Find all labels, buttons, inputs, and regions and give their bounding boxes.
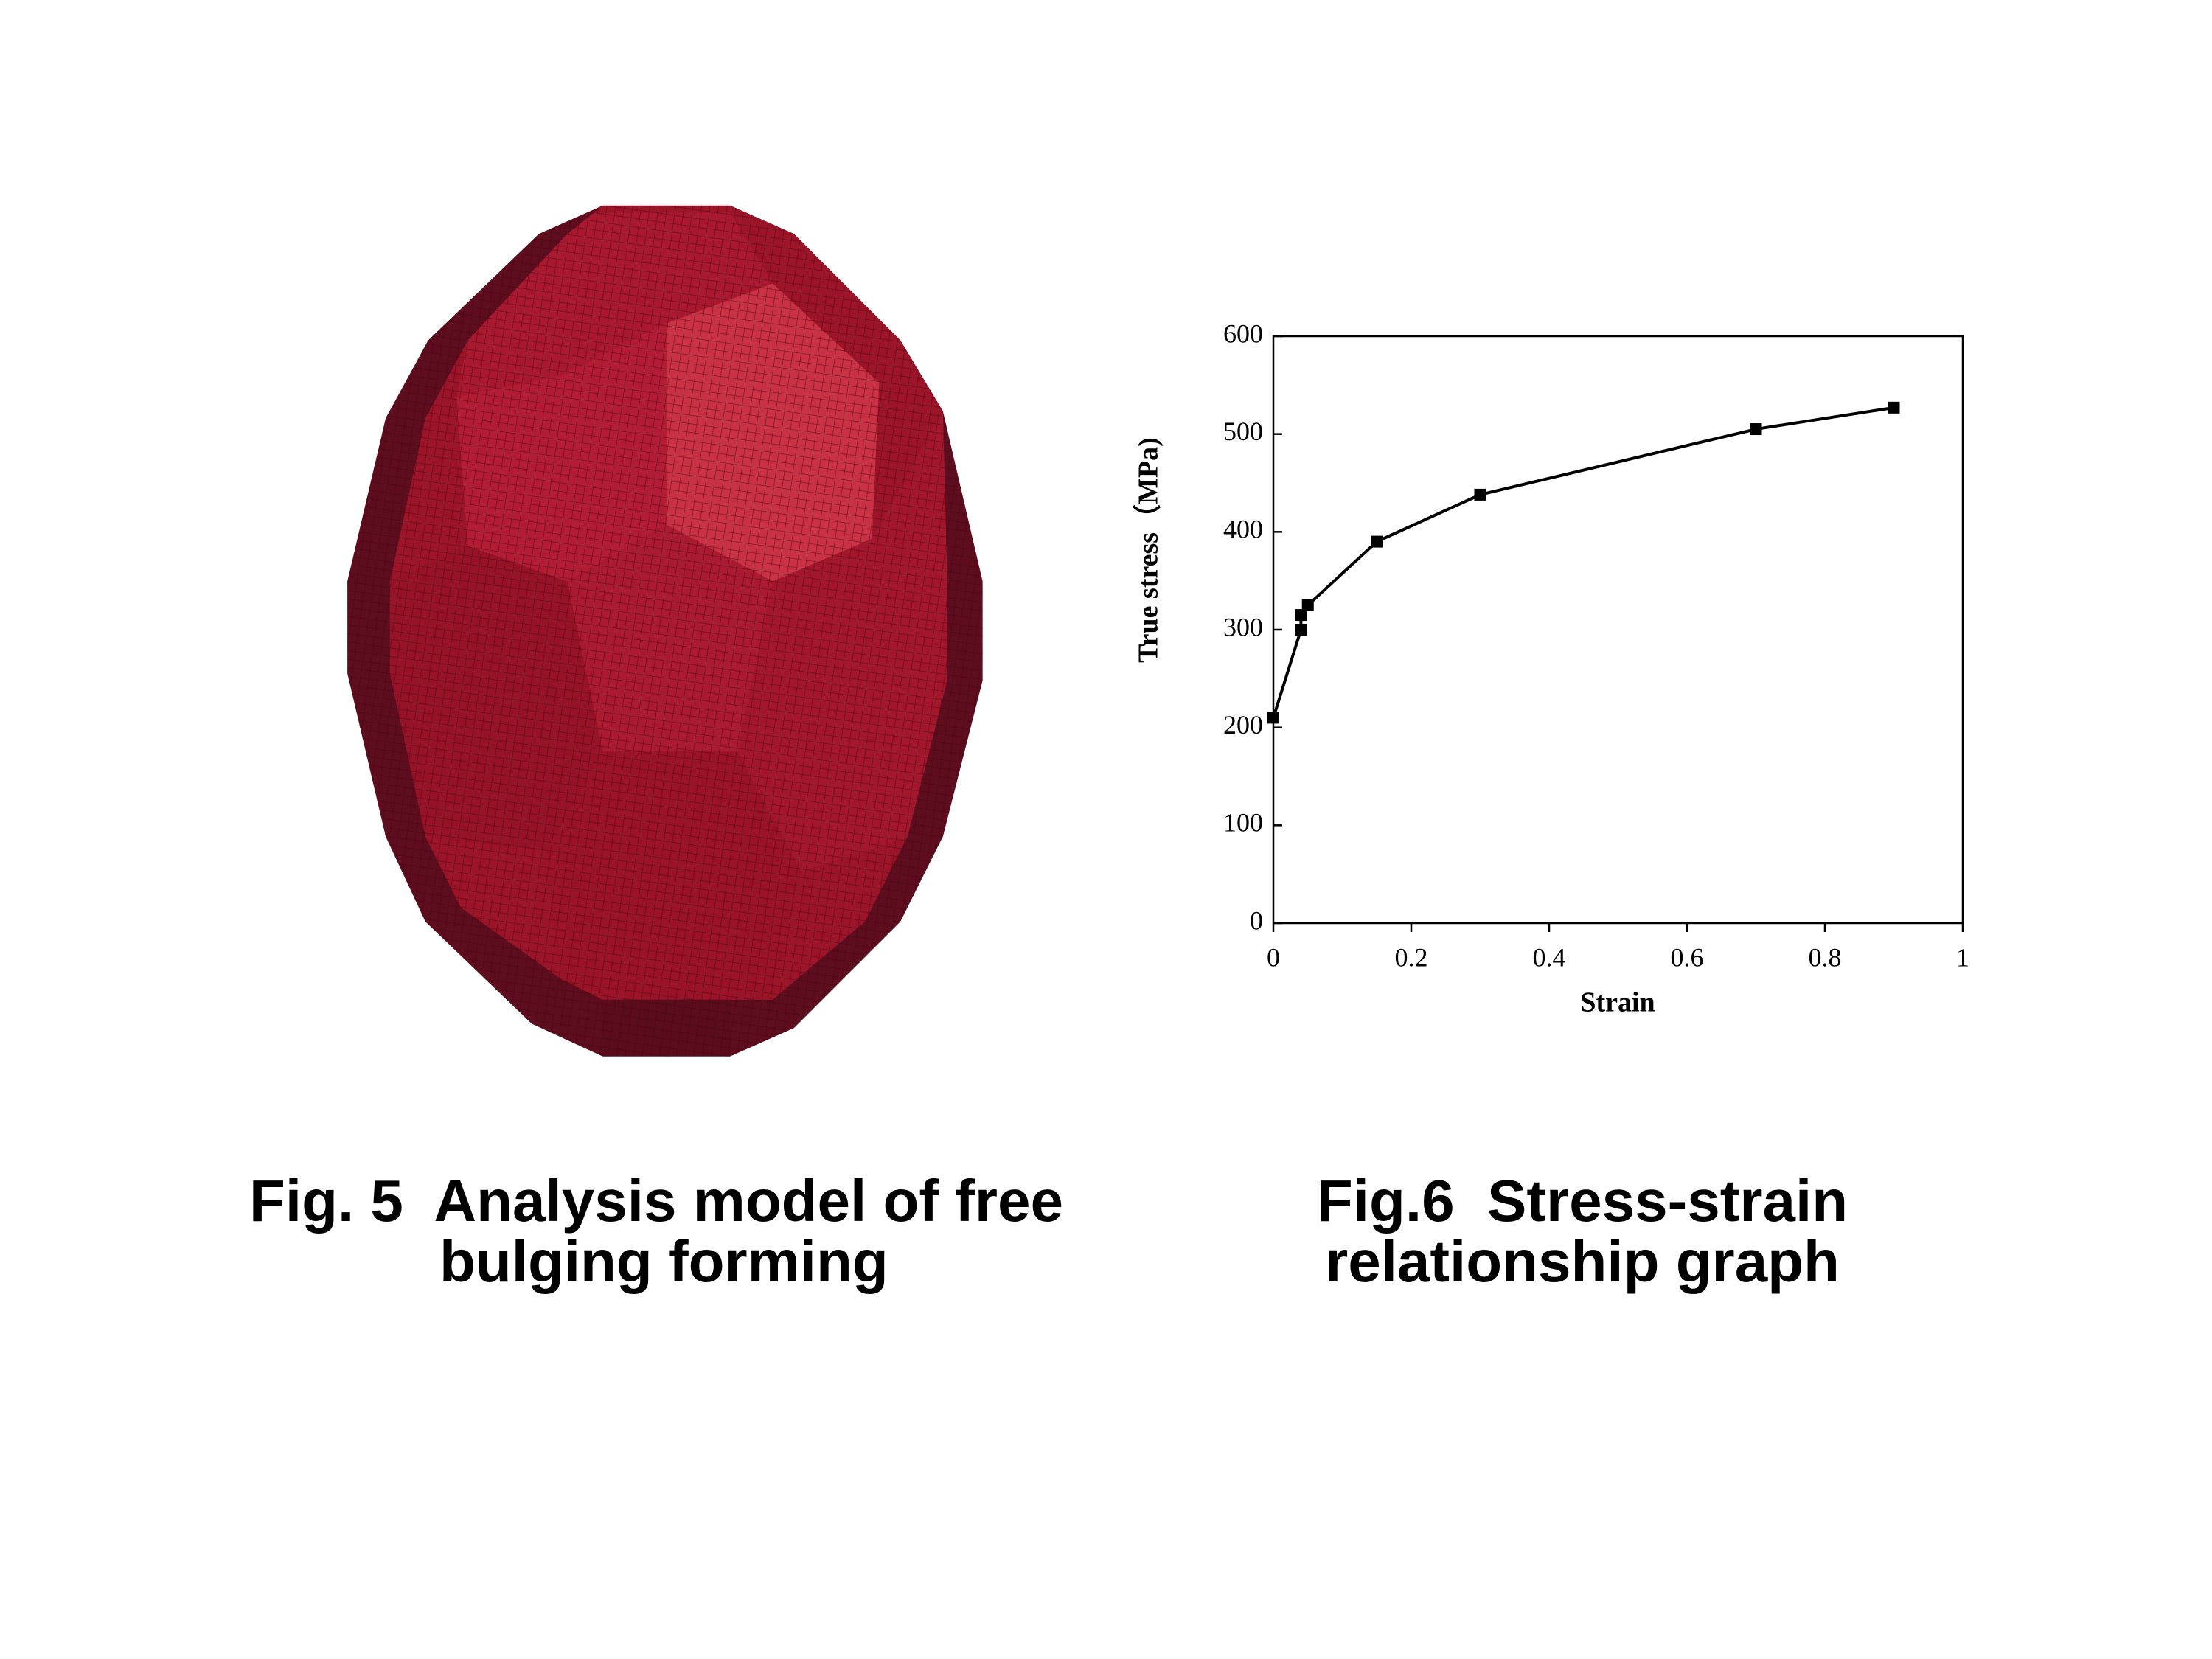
- mesh-model: [347, 205, 983, 1057]
- data-point: [1888, 401, 1900, 414]
- y-tick-label: 0: [1250, 905, 1263, 935]
- figure-caption: relationship graph: [1325, 1228, 1840, 1294]
- data-point: [1295, 609, 1307, 622]
- y-tick-label: 600: [1223, 319, 1263, 348]
- figure-caption: Fig.6 Stress-strain: [1317, 1168, 1848, 1234]
- x-tick-label: 0.8: [1809, 942, 1842, 972]
- figure-caption: bulging forming: [439, 1228, 888, 1294]
- data-point: [1295, 624, 1307, 636]
- mesh-overlay: [347, 205, 983, 1057]
- data-point: [1474, 488, 1486, 501]
- x-tick-label: 0.6: [1671, 942, 1704, 972]
- x-tick-label: 0.2: [1395, 942, 1428, 972]
- data-point: [1301, 599, 1314, 611]
- figure-caption: Fig. 5 Analysis model of free: [249, 1168, 1063, 1234]
- data-line: [1272, 406, 1894, 718]
- y-tick-label: 500: [1223, 417, 1263, 446]
- x-tick-label: 0: [1267, 942, 1280, 972]
- y-tick-label: 400: [1223, 515, 1263, 544]
- y-axis-title: True stress（MPa): [1133, 437, 1164, 663]
- x-tick-label: 1: [1956, 942, 1969, 972]
- plot-frame: [1272, 335, 1964, 925]
- data-point: [1371, 535, 1383, 548]
- data-point: [1750, 423, 1762, 436]
- x-axis-title: Strain: [1580, 987, 1655, 1018]
- y-tick-label: 200: [1223, 710, 1263, 740]
- x-tick-label: 0.4: [1533, 942, 1566, 972]
- data-point: [1267, 712, 1279, 724]
- y-tick-label: 100: [1223, 808, 1263, 838]
- y-tick-label: 300: [1223, 612, 1263, 641]
